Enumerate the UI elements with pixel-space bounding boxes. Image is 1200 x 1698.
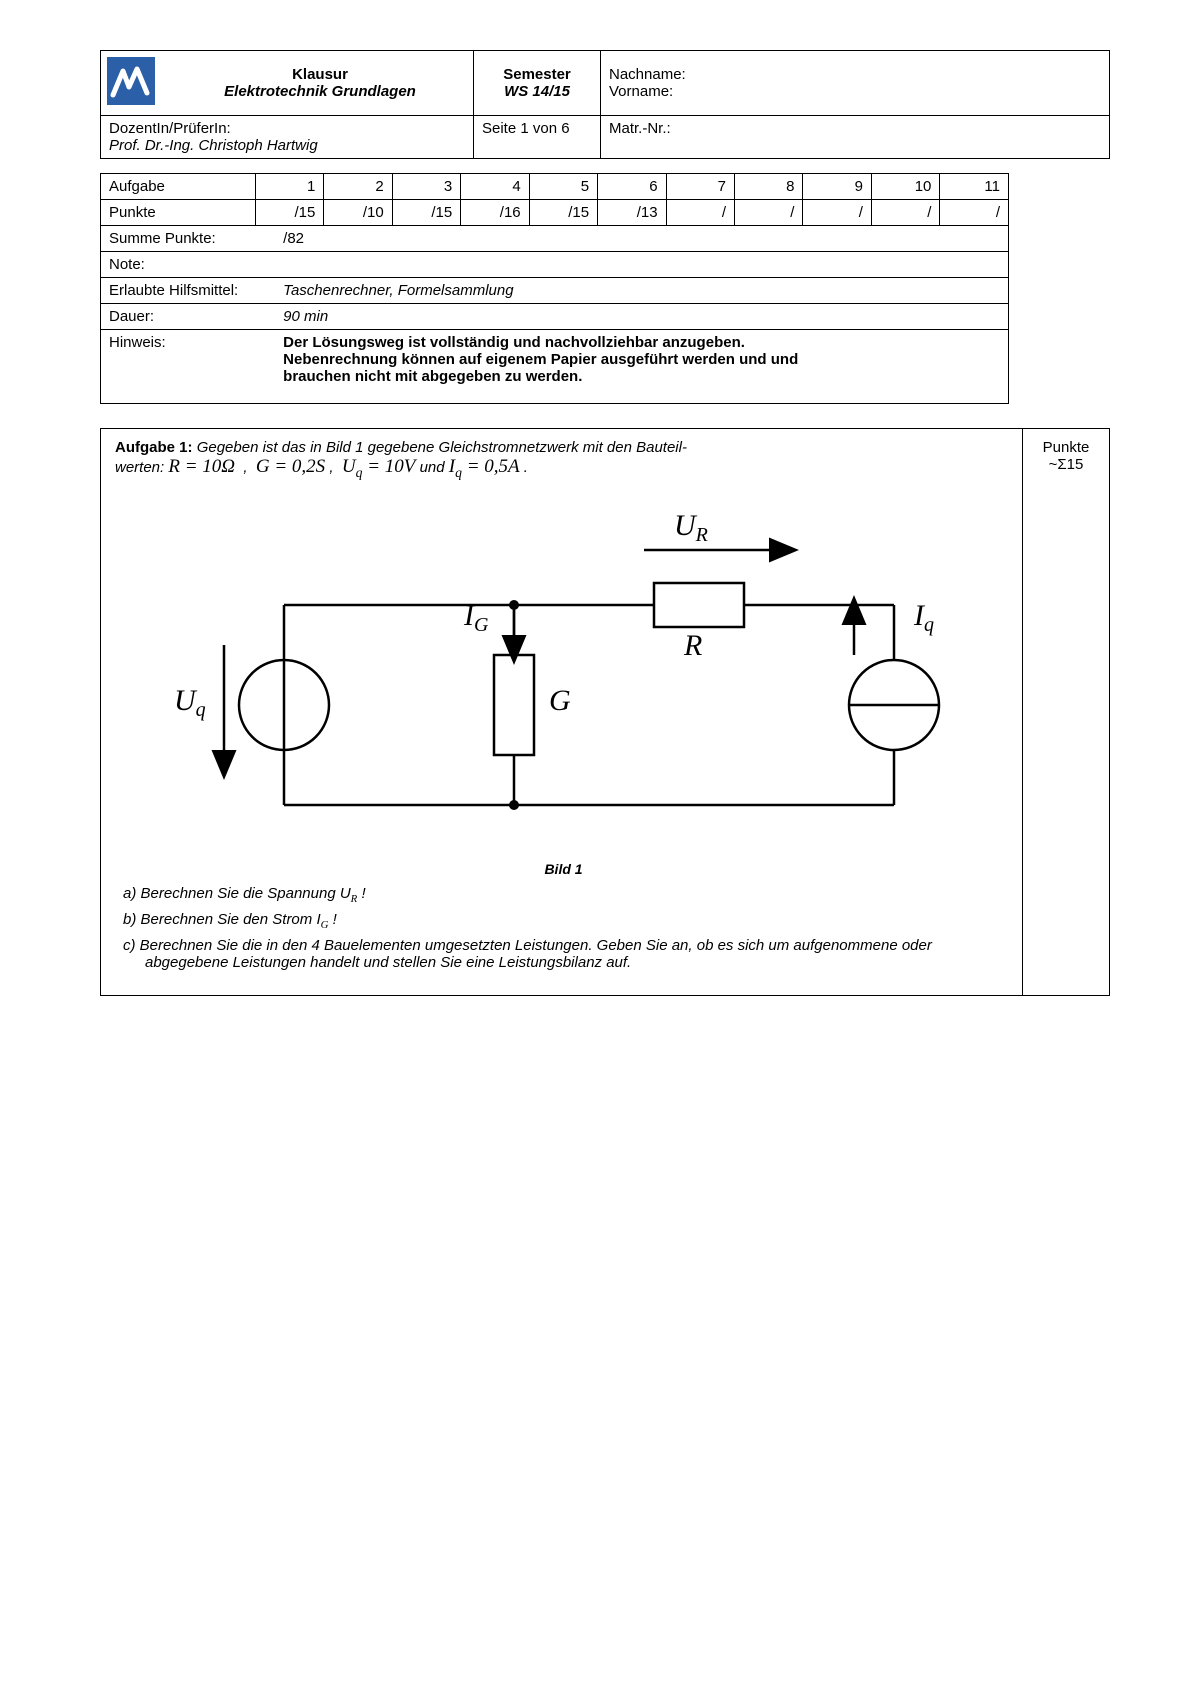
summe-row: Summe Punkte: /82: [101, 226, 1009, 252]
grade-table: Aufgabe 1 2 3 4 5 6 7 8 9 10 11 Punkte /…: [100, 173, 1009, 404]
pt-5: /15: [529, 200, 597, 226]
col-1: 1: [255, 174, 323, 200]
question-b: b) Berechnen Sie den Strom IG !: [123, 911, 1012, 931]
punkte-lbl: Punkte: [1043, 439, 1090, 456]
matr: Matr.-Nr.:: [609, 120, 671, 137]
svg-text:R: R: [683, 629, 702, 662]
param-Uq: Uq = 10V: [342, 456, 416, 477]
pt-11: /: [940, 200, 1009, 226]
task-title: Aufgabe 1:: [115, 439, 193, 456]
question-list: a) Berechnen Sie die Spannung UR ! b) Be…: [123, 885, 1012, 971]
hinweis-row: Hinweis: Der Lösungsweg ist vollständig …: [101, 330, 1009, 404]
circuit-diagram: Uq UR R G IG Iq: [154, 495, 974, 855]
punkte-val: ~Σ15: [1049, 456, 1084, 473]
semester-lbl: Semester: [503, 66, 571, 83]
col-5: 5: [529, 174, 597, 200]
pt-10: /: [871, 200, 939, 226]
svg-text:Uq: Uq: [174, 684, 206, 721]
header-table: Klausur Elektrotechnik Grundlagen Semest…: [100, 50, 1110, 159]
dauer-val: 90 min: [283, 308, 328, 325]
dozent-lbl: DozentIn/PrüferIn:: [109, 120, 231, 137]
matr-cell: Matr.-Nr.:: [601, 116, 1110, 159]
subject-label: Elektrotechnik Grundlagen: [224, 83, 416, 100]
pt-7: /: [666, 200, 734, 226]
col-7: 7: [666, 174, 734, 200]
task-points: Punkte ~Σ15: [1023, 429, 1109, 995]
semester-cell: Semester WS 14/15: [474, 51, 601, 116]
logo-cell: [101, 51, 168, 116]
aufgabe-row: Aufgabe 1 2 3 4 5 6 7 8 9 10 11: [101, 174, 1009, 200]
dauer-row: Dauer: 90 min: [101, 304, 1009, 330]
klausur-label: Klausur: [292, 66, 348, 83]
task-intro: Aufgabe 1: Gegeben ist das in Bild 1 geg…: [115, 439, 1012, 481]
hilfs-row: Erlaubte Hilfsmittel: Taschenrechner, Fo…: [101, 278, 1009, 304]
col-2: 2: [324, 174, 392, 200]
institution-logo: [107, 57, 155, 105]
bild-caption: Bild 1: [115, 861, 1012, 877]
punkte-row: Punkte /15 /10 /15 /16 /15 /13 / / / / /: [101, 200, 1009, 226]
vorname-lbl: Vorname:: [609, 83, 673, 100]
pt-6: /13: [598, 200, 666, 226]
question-a: a) Berechnen Sie die Spannung UR !: [123, 885, 1012, 905]
pt-3: /15: [392, 200, 460, 226]
col-3: 3: [392, 174, 460, 200]
pt-2: /10: [324, 200, 392, 226]
col-9: 9: [803, 174, 871, 200]
und: und: [420, 459, 449, 476]
svg-text:G: G: [549, 684, 571, 717]
punkt: .: [524, 459, 528, 476]
aufgabe-lbl: Aufgabe: [101, 174, 256, 200]
hilfs-lbl: Erlaubte Hilfsmittel:: [109, 282, 279, 299]
semester-val: WS 14/15: [504, 83, 570, 100]
col-4: 4: [461, 174, 529, 200]
pt-9: /: [803, 200, 871, 226]
task-intro1: Gegeben ist das in Bild 1 gegebene Gleic…: [197, 439, 687, 456]
col-6: 6: [598, 174, 666, 200]
dozent-cell: DozentIn/PrüferIn: Prof. Dr.-Ing. Christ…: [101, 116, 474, 159]
summe-lbl: Summe Punkte:: [109, 230, 279, 247]
hinweis-lbl: Hinweis:: [109, 334, 279, 351]
hinweis-val: Der Lösungsweg ist vollständig und nachv…: [283, 334, 823, 385]
col-10: 10: [871, 174, 939, 200]
task-intro2: werten:: [115, 459, 168, 476]
col-11: 11: [940, 174, 1009, 200]
pt-8: /: [735, 200, 803, 226]
col-8: 8: [735, 174, 803, 200]
param-Iq: Iq = 0,5A: [449, 456, 520, 477]
svg-text:UR: UR: [674, 509, 708, 546]
task-main: Aufgabe 1: Gegeben ist das in Bild 1 geg…: [101, 429, 1023, 995]
hilfs-val: Taschenrechner, Formelsammlung: [283, 282, 513, 299]
question-c: c) Berechnen Sie die in den 4 Bauelement…: [123, 937, 1012, 971]
dozent-val: Prof. Dr.-Ing. Christoph Hartwig: [109, 137, 318, 154]
seite: Seite 1 von 6: [482, 120, 570, 137]
name-cell: Nachname: Vorname:: [601, 51, 1110, 116]
pt-4: /16: [461, 200, 529, 226]
note-lbl: Note:: [101, 252, 1009, 278]
title-cell: Klausur Elektrotechnik Grundlagen: [167, 51, 474, 116]
param-R: R = 10Ω: [168, 456, 235, 477]
pt-1: /15: [255, 200, 323, 226]
nachname-lbl: Nachname:: [609, 66, 686, 83]
dauer-lbl: Dauer:: [109, 308, 279, 325]
summe-val: /82: [283, 230, 304, 247]
seite-cell: Seite 1 von 6: [474, 116, 601, 159]
note-row: Note:: [101, 252, 1009, 278]
punkte-lbl: Punkte: [101, 200, 256, 226]
svg-text:Iq: Iq: [913, 599, 934, 636]
task-box: Aufgabe 1: Gegeben ist das in Bild 1 geg…: [100, 428, 1110, 996]
param-G: G = 0,2S: [256, 456, 325, 477]
